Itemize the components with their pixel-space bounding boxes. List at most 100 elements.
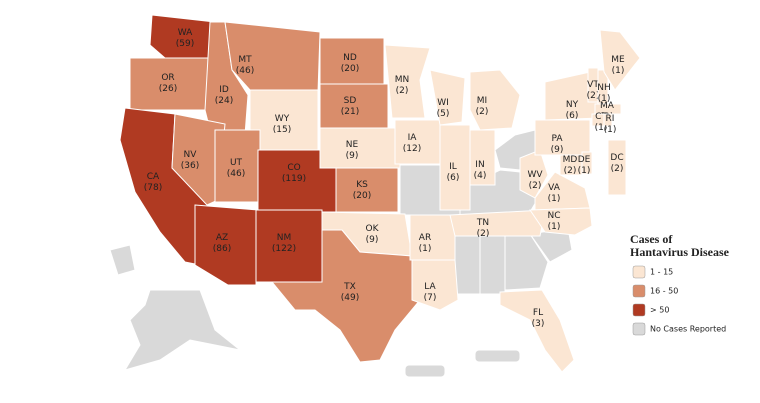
state-cases: (1) bbox=[419, 244, 432, 254]
state-shape bbox=[394, 119, 448, 165]
state-cases: (2) bbox=[564, 166, 577, 176]
state-abbr: ID bbox=[219, 85, 229, 95]
state-abbr: VA bbox=[548, 183, 561, 193]
state: IN(4) bbox=[469, 129, 496, 186]
legend-label: > 50 bbox=[650, 306, 669, 315]
state: WA(59) bbox=[149, 14, 216, 63]
state-shape bbox=[599, 29, 641, 91]
state-abbr: VT bbox=[587, 80, 599, 90]
legend-swatch bbox=[632, 322, 646, 336]
state-abbr: ND bbox=[343, 53, 357, 63]
state: VT(2) bbox=[587, 67, 600, 103]
state-cases: (4) bbox=[474, 171, 487, 181]
state-cases: (24) bbox=[215, 96, 233, 106]
state-abbr: WI bbox=[437, 98, 449, 108]
state-shape bbox=[384, 44, 431, 119]
state: NC(1) bbox=[529, 207, 593, 236]
state-shape bbox=[581, 151, 593, 175]
state-cases: (78) bbox=[144, 183, 162, 193]
state-shape bbox=[335, 167, 399, 213]
state-cases: (9) bbox=[551, 145, 564, 155]
state-shape bbox=[529, 207, 593, 236]
legend-label: 1 - 15 bbox=[650, 268, 673, 277]
state-abbr: TN bbox=[476, 218, 489, 228]
state-shape bbox=[409, 214, 456, 261]
state: KS(20) bbox=[335, 167, 399, 213]
state: AR(1) bbox=[409, 214, 456, 261]
state-cases: (49) bbox=[341, 293, 359, 303]
state-abbr: WV bbox=[527, 170, 543, 180]
state-shape bbox=[319, 127, 401, 169]
state: ND(20) bbox=[319, 37, 385, 85]
state-abbr: WA bbox=[178, 28, 193, 38]
state-abbr: SD bbox=[344, 96, 357, 106]
state-cases: (119) bbox=[282, 174, 306, 184]
state-shape bbox=[194, 204, 259, 286]
state-shape bbox=[171, 113, 226, 206]
state-shape bbox=[479, 235, 506, 295]
state: AZ(86) bbox=[194, 204, 259, 286]
state-shape bbox=[270, 229, 421, 363]
state-cases: (59) bbox=[176, 39, 194, 49]
state-cases: (1) bbox=[548, 222, 561, 232]
state-cases: (1) bbox=[548, 194, 561, 204]
state-cases: (46) bbox=[227, 169, 245, 179]
state-abbr: FL bbox=[533, 308, 543, 318]
state-abbr: RI bbox=[606, 114, 615, 124]
state-abbr: CA bbox=[147, 172, 160, 182]
state-cases: (6) bbox=[447, 173, 460, 183]
state-shape bbox=[429, 69, 466, 126]
state-abbr: ME bbox=[611, 55, 625, 65]
state-abbr: MD bbox=[563, 155, 578, 165]
state: RI(1) bbox=[603, 113, 617, 135]
state-cases: (9) bbox=[346, 151, 359, 161]
state-abbr: TX bbox=[343, 282, 356, 292]
state: MD(2) bbox=[559, 154, 583, 176]
state-abbr: CO bbox=[287, 163, 300, 173]
state: PA(9) bbox=[534, 119, 591, 156]
state-abbr: NM bbox=[277, 233, 292, 243]
state: NY(6) bbox=[544, 71, 601, 121]
hawaii bbox=[404, 364, 446, 378]
state: ME(1) bbox=[599, 29, 641, 91]
state: NV(36) bbox=[171, 113, 226, 206]
state-shape bbox=[411, 259, 459, 311]
state-cases: (7) bbox=[424, 293, 437, 303]
state: TN(2) bbox=[449, 209, 546, 239]
state-cases: (3) bbox=[532, 319, 545, 329]
legend-swatch bbox=[632, 284, 646, 298]
state-cases: (1) bbox=[604, 125, 617, 135]
state-cases: (2) bbox=[587, 91, 600, 101]
legend-swatch bbox=[632, 265, 646, 279]
state-shape bbox=[559, 154, 583, 176]
state-cases: (20) bbox=[341, 64, 359, 74]
state-shape bbox=[603, 113, 613, 127]
state: VA(1) bbox=[534, 171, 591, 211]
state: OR(26) bbox=[129, 57, 211, 111]
state-abbr: IN bbox=[475, 160, 484, 170]
state-abbr: MT bbox=[238, 55, 252, 65]
state-abbr: PA bbox=[551, 134, 563, 144]
legend-swatch bbox=[632, 303, 646, 317]
state-abbr: IA bbox=[408, 133, 418, 143]
state-shape bbox=[499, 289, 575, 373]
state-shape bbox=[607, 139, 627, 196]
state-cases: (21) bbox=[341, 107, 359, 117]
state-abbr: AR bbox=[419, 233, 431, 243]
state-cases: (2) bbox=[529, 181, 542, 191]
state: MN(2) bbox=[384, 44, 431, 119]
state: TX(49) bbox=[270, 229, 421, 363]
state-cases: (12) bbox=[403, 144, 421, 154]
island bbox=[109, 244, 136, 276]
state-cases: (2) bbox=[476, 107, 489, 117]
state: NM(122) bbox=[255, 209, 323, 283]
state-cases: (2) bbox=[477, 229, 490, 239]
state-abbr: UT bbox=[230, 158, 243, 168]
state-cases: (86) bbox=[213, 244, 231, 254]
alaska bbox=[123, 289, 241, 371]
state-abbr: NV bbox=[184, 150, 198, 160]
legend-title: Cases of bbox=[630, 232, 673, 246]
state-shape bbox=[319, 83, 389, 129]
